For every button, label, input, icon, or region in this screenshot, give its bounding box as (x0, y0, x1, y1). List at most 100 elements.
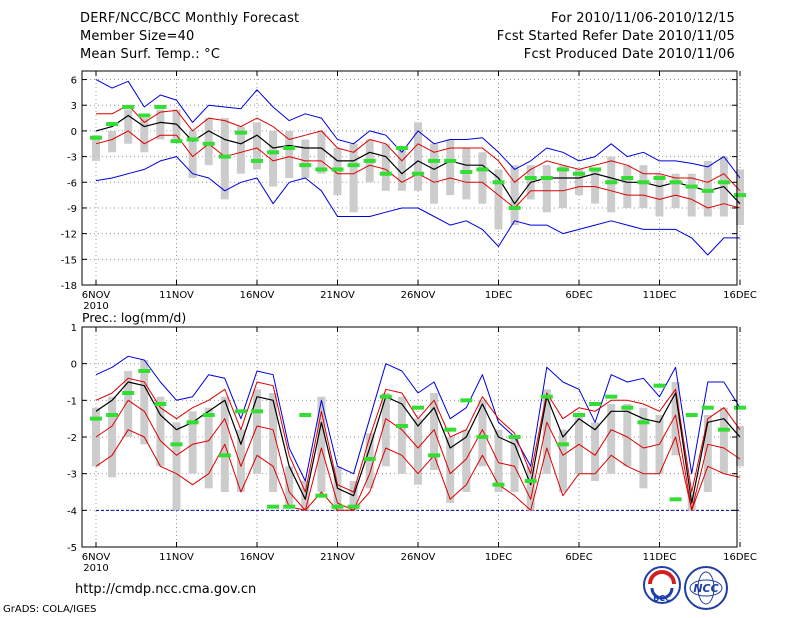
box-bar (188, 411, 197, 474)
forecast-started-label: Fcst Started Refer Date 2010/11/05 (496, 29, 735, 44)
marker-dash (637, 180, 650, 185)
marker-dash (122, 391, 135, 395)
box-bar (542, 165, 551, 213)
marker-dash (170, 442, 183, 447)
box-bar (204, 407, 213, 489)
y-tick-label: -4 (67, 506, 77, 517)
marker-dash (315, 493, 328, 498)
box-bar (446, 437, 455, 503)
x-tick-label: 26NOV (401, 290, 436, 301)
marker-dash (573, 413, 585, 417)
marker-dash (685, 184, 698, 189)
x-tick-label: 11NOV (159, 552, 194, 563)
box-bar (655, 173, 664, 217)
marker-dash (589, 167, 602, 172)
marker-dash (234, 130, 247, 135)
box-bar (108, 396, 117, 478)
x-tick-label: 6DEC (565, 290, 592, 301)
box-bar (478, 400, 487, 467)
y-tick-label: 1 (71, 323, 77, 334)
box-bar (204, 118, 213, 166)
box-bar (671, 173, 680, 208)
marker-dash (524, 479, 537, 483)
marker-dash (347, 504, 360, 509)
marker-dash (395, 146, 408, 151)
box-bar (736, 426, 744, 467)
box-bar (703, 160, 712, 217)
ncc-logo-orbit (689, 579, 723, 597)
marker-dash (331, 167, 344, 172)
marker-dash (347, 163, 360, 168)
box-bar (397, 148, 406, 191)
marker-dash (428, 453, 441, 458)
y-tick-label: 3 (71, 101, 77, 112)
marker-dash (106, 413, 119, 417)
y-tick-label: -5 (67, 543, 77, 554)
x-tick-label: 16DEC (723, 552, 757, 563)
bcc-logo-arc-red (648, 570, 676, 585)
y-tick-label: 0 (71, 360, 77, 371)
x-tick-label: 16NOV (240, 290, 275, 301)
marker-dash (154, 104, 167, 109)
x-tick-label: 1DEC (485, 552, 512, 563)
x-year-label: 2010 (83, 301, 108, 312)
box-bar (671, 382, 680, 456)
x-tick-label: 21NOV (320, 552, 355, 563)
series-upper-line (95, 377, 741, 493)
marker-dash (428, 158, 441, 163)
box-bar (591, 422, 600, 481)
y-tick-label: -6 (67, 178, 77, 189)
marker-dash (138, 369, 151, 373)
marker-dash (573, 171, 585, 176)
marker-dash (637, 420, 650, 425)
box-bar (381, 143, 390, 191)
marker-dash (734, 405, 746, 410)
marker-dash (669, 497, 682, 502)
box-bar (156, 109, 165, 140)
series-upper-line (96, 104, 741, 192)
box-bar (236, 126, 245, 174)
marker-dash (90, 416, 102, 421)
series-max-line (95, 355, 741, 482)
marker-dash (379, 394, 392, 399)
x-tick-label: 21NOV (320, 290, 355, 301)
ncc-logo-orbit (697, 571, 715, 605)
forecast-produced-label: Fcst Produced Date 2010/11/06 (523, 47, 735, 62)
box-bar (703, 415, 712, 492)
marker-dash (251, 158, 263, 163)
y-tick-label: -12 (61, 230, 77, 241)
ncc-logo: NCC (684, 566, 728, 610)
marker-dash (717, 427, 730, 432)
marker-dash (363, 158, 376, 163)
marker-dash (267, 150, 280, 155)
ncc-logo-text: NCC (693, 582, 718, 595)
x-tick-label: 6NOV (82, 290, 111, 301)
marker-dash (106, 122, 119, 127)
x-tick-label: 6DEC (565, 552, 592, 563)
y-tick-label: -3 (67, 470, 77, 481)
box-bar (156, 396, 165, 467)
marker-dash (476, 435, 489, 439)
x-tick-label: 26NOV (401, 552, 436, 563)
box-bar (397, 396, 406, 474)
marker-dash (331, 504, 344, 509)
y-tick-label: -18 (61, 281, 77, 292)
marker-dash (540, 176, 553, 180)
box-bar (414, 418, 422, 485)
x-tick-label: 16DEC (723, 290, 757, 301)
series-min-line (95, 156, 740, 256)
source-url[interactable]: http://cmdp.ncc.cma.gov.cn (75, 582, 257, 597)
box-bar (430, 393, 439, 470)
box-bar (623, 165, 632, 208)
box-bar (269, 130, 278, 187)
marker-dash (444, 158, 457, 163)
box-bar (124, 109, 133, 144)
marker-dash (315, 167, 328, 172)
forecast-period-label: For 2010/11/06-2010/12/15 (551, 11, 735, 26)
series-lower-line (95, 399, 741, 511)
x-tick-label: 11DEC (643, 290, 677, 301)
x-tick-label: 16NOV (240, 552, 275, 563)
marker-dash (492, 482, 505, 487)
plot-frame (81, 70, 738, 286)
